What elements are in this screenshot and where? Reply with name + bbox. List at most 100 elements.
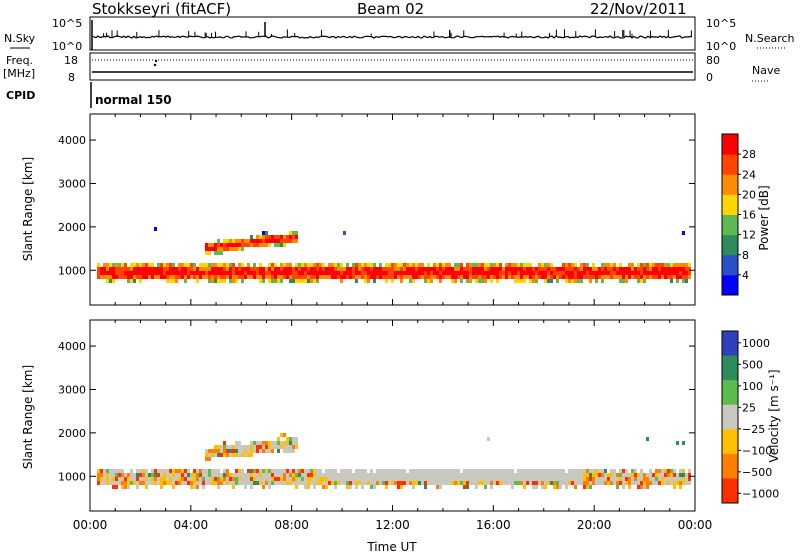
heatmap-cell (385, 477, 388, 481)
heatmap-cell (565, 473, 568, 477)
heatmap-cell (397, 267, 400, 271)
heatmap-cell (538, 469, 541, 473)
heatmap-cell (223, 239, 226, 243)
heatmap-cell (490, 473, 493, 477)
heatmap-cell (592, 267, 595, 271)
heatmap-cell (670, 481, 673, 485)
colorbar-segment (722, 453, 738, 479)
heatmap-cell (223, 473, 226, 477)
heatmap-cell (469, 275, 472, 279)
heatmap-cell (229, 453, 232, 457)
heatmap-cell (604, 275, 607, 279)
heatmap-cell (430, 279, 433, 283)
heatmap-cell (634, 267, 637, 271)
heatmap-cell (121, 477, 124, 481)
heatmap-cell (295, 271, 298, 275)
heatmap-cell (235, 469, 238, 473)
heatmap-cell (289, 231, 292, 235)
heatmap-cell (682, 481, 685, 485)
heatmap-cell (274, 441, 277, 445)
heatmap-cell (286, 449, 289, 453)
heatmap-cell (103, 271, 106, 275)
heatmap-cell (388, 267, 391, 271)
heatmap-cell (364, 469, 367, 473)
heatmap-cell (283, 263, 286, 267)
heatmap-cell (475, 279, 478, 283)
heatmap-cell (151, 477, 154, 481)
heatmap-cell (295, 469, 298, 473)
heatmap-cell (247, 477, 250, 481)
heatmap-cell (682, 441, 685, 445)
heatmap-cell (631, 271, 634, 275)
heatmap-cell (136, 473, 139, 477)
heatmap-cell (184, 271, 187, 275)
colorbar-tick-label: −100 (742, 444, 772, 457)
heatmap-cell (124, 485, 127, 489)
heatmap-cell (598, 271, 601, 275)
heatmap-cell (223, 445, 226, 449)
heatmap-cell (103, 267, 106, 271)
heatmap-cell (661, 267, 664, 271)
heatmap-cell (121, 267, 124, 271)
heatmap-cell (532, 267, 535, 271)
heatmap-cell (619, 477, 622, 481)
heatmap-cell (334, 275, 337, 279)
heatmap-cell (556, 477, 559, 481)
heatmap-cell (610, 481, 613, 485)
colorbar-segment (722, 274, 738, 296)
heatmap-cell (565, 271, 568, 275)
heatmap-cell (253, 449, 256, 453)
heatmap-cell (568, 477, 571, 481)
heatmap-cell (637, 485, 640, 489)
heatmap-cell (607, 263, 610, 267)
heatmap-cell (115, 481, 118, 485)
heatmap-cell (550, 267, 553, 271)
heatmap-cell (424, 469, 427, 473)
heatmap-cell (217, 279, 220, 283)
heatmap-cell (208, 279, 211, 283)
heatmap-cell (190, 473, 193, 477)
heatmap-cell (643, 485, 646, 489)
heatmap-cell (643, 263, 646, 267)
heatmap-cell (487, 477, 490, 481)
heatmap-cell (400, 279, 403, 283)
heatmap-cell (382, 477, 385, 481)
heatmap-cell (154, 477, 157, 481)
heatmap-cell (589, 267, 592, 271)
heatmap-cell (223, 275, 226, 279)
heatmap-cell (442, 469, 445, 473)
heatmap-cell (520, 469, 523, 473)
heatmap-cell (205, 453, 208, 457)
heatmap-cell (166, 473, 169, 477)
heatmap-cell (310, 477, 313, 481)
heatmap-cell (517, 481, 520, 485)
heatmap-cell (517, 477, 520, 481)
heatmap-cell (337, 263, 340, 267)
heatmap-cell (385, 263, 388, 267)
heatmap-cell (319, 263, 322, 267)
heatmap-cell (346, 271, 349, 275)
heatmap-cell (628, 481, 631, 485)
heatmap-cell (571, 275, 574, 279)
heatmap-cell (541, 469, 544, 473)
heatmap-cell (688, 263, 691, 267)
heatmap-cell (115, 485, 118, 489)
heatmap-cell (253, 445, 256, 449)
heatmap-cell (574, 267, 577, 271)
heatmap-cell (388, 469, 391, 473)
heatmap-cell (265, 239, 268, 243)
heatmap-cell (280, 481, 283, 485)
heatmap-cell (664, 271, 667, 275)
heatmap-cell (475, 469, 478, 473)
heatmap-cell (178, 263, 181, 267)
heatmap-cell (109, 271, 112, 275)
heatmap-cell (478, 263, 481, 267)
heatmap-cell (484, 469, 487, 473)
heatmap-cell (238, 267, 241, 271)
heatmap-cell (271, 267, 274, 271)
heatmap-cell (439, 275, 442, 279)
heatmap-cell (106, 469, 109, 473)
heatmap-cell (436, 267, 439, 271)
heatmap-cell (493, 271, 496, 275)
heatmap-cell (586, 477, 589, 481)
